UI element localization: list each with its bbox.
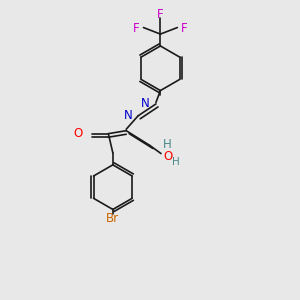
Text: F: F — [181, 22, 188, 35]
Text: H: H — [172, 158, 180, 167]
Text: O: O — [74, 127, 83, 140]
Text: H: H — [164, 138, 172, 151]
Text: F: F — [133, 22, 140, 35]
Text: N: N — [141, 98, 150, 110]
Text: F: F — [157, 8, 164, 21]
Text: O: O — [164, 150, 172, 163]
Text: N: N — [123, 109, 132, 122]
Text: Br: Br — [106, 212, 119, 226]
